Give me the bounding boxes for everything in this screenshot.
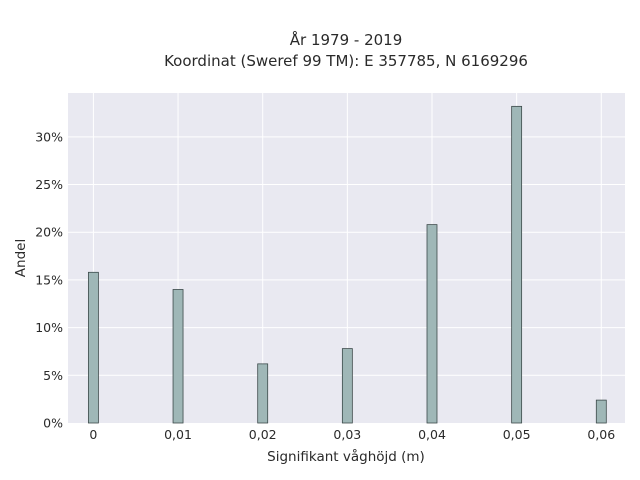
chart-title-line-2: Koordinat (Sweref 99 TM): E 357785, N 61…	[164, 52, 528, 70]
chart-title-line-1: År 1979 - 2019	[290, 30, 403, 49]
bar	[257, 363, 269, 424]
y-tick-label: 10%	[35, 320, 63, 335]
x-tick-label: 0,01	[164, 427, 192, 442]
x-tick-labels: 0 0,01 0,02 0,03 0,04 0,05 0,06	[89, 427, 615, 442]
x-axis-label: Signifikant våghöjd (m)	[267, 448, 425, 465]
bar	[426, 224, 438, 424]
y-tick-label: 0%	[43, 416, 63, 431]
x-tick-label: 0,03	[333, 427, 361, 442]
y-tick-label: 15%	[35, 272, 63, 287]
y-tick-labels: 0% 5% 10% 15% 20% 25% 30%	[35, 129, 63, 430]
bar	[511, 105, 523, 424]
bar	[341, 348, 353, 424]
bar	[87, 271, 99, 424]
bar	[595, 399, 607, 424]
y-axis-label: Andel	[13, 239, 29, 277]
x-tick-label: 0	[89, 427, 97, 442]
x-tick-label: 0,02	[249, 427, 277, 442]
bar	[172, 289, 184, 424]
bars	[87, 105, 607, 424]
y-tick-label: 30%	[35, 129, 63, 144]
y-tick-label: 25%	[35, 177, 63, 192]
y-tick-label: 5%	[43, 368, 63, 383]
y-tick-label: 20%	[35, 225, 63, 240]
x-tick-label: 0,04	[418, 427, 446, 442]
x-tick-label: 0,05	[503, 427, 531, 442]
x-tick-label: 0,06	[587, 427, 615, 442]
